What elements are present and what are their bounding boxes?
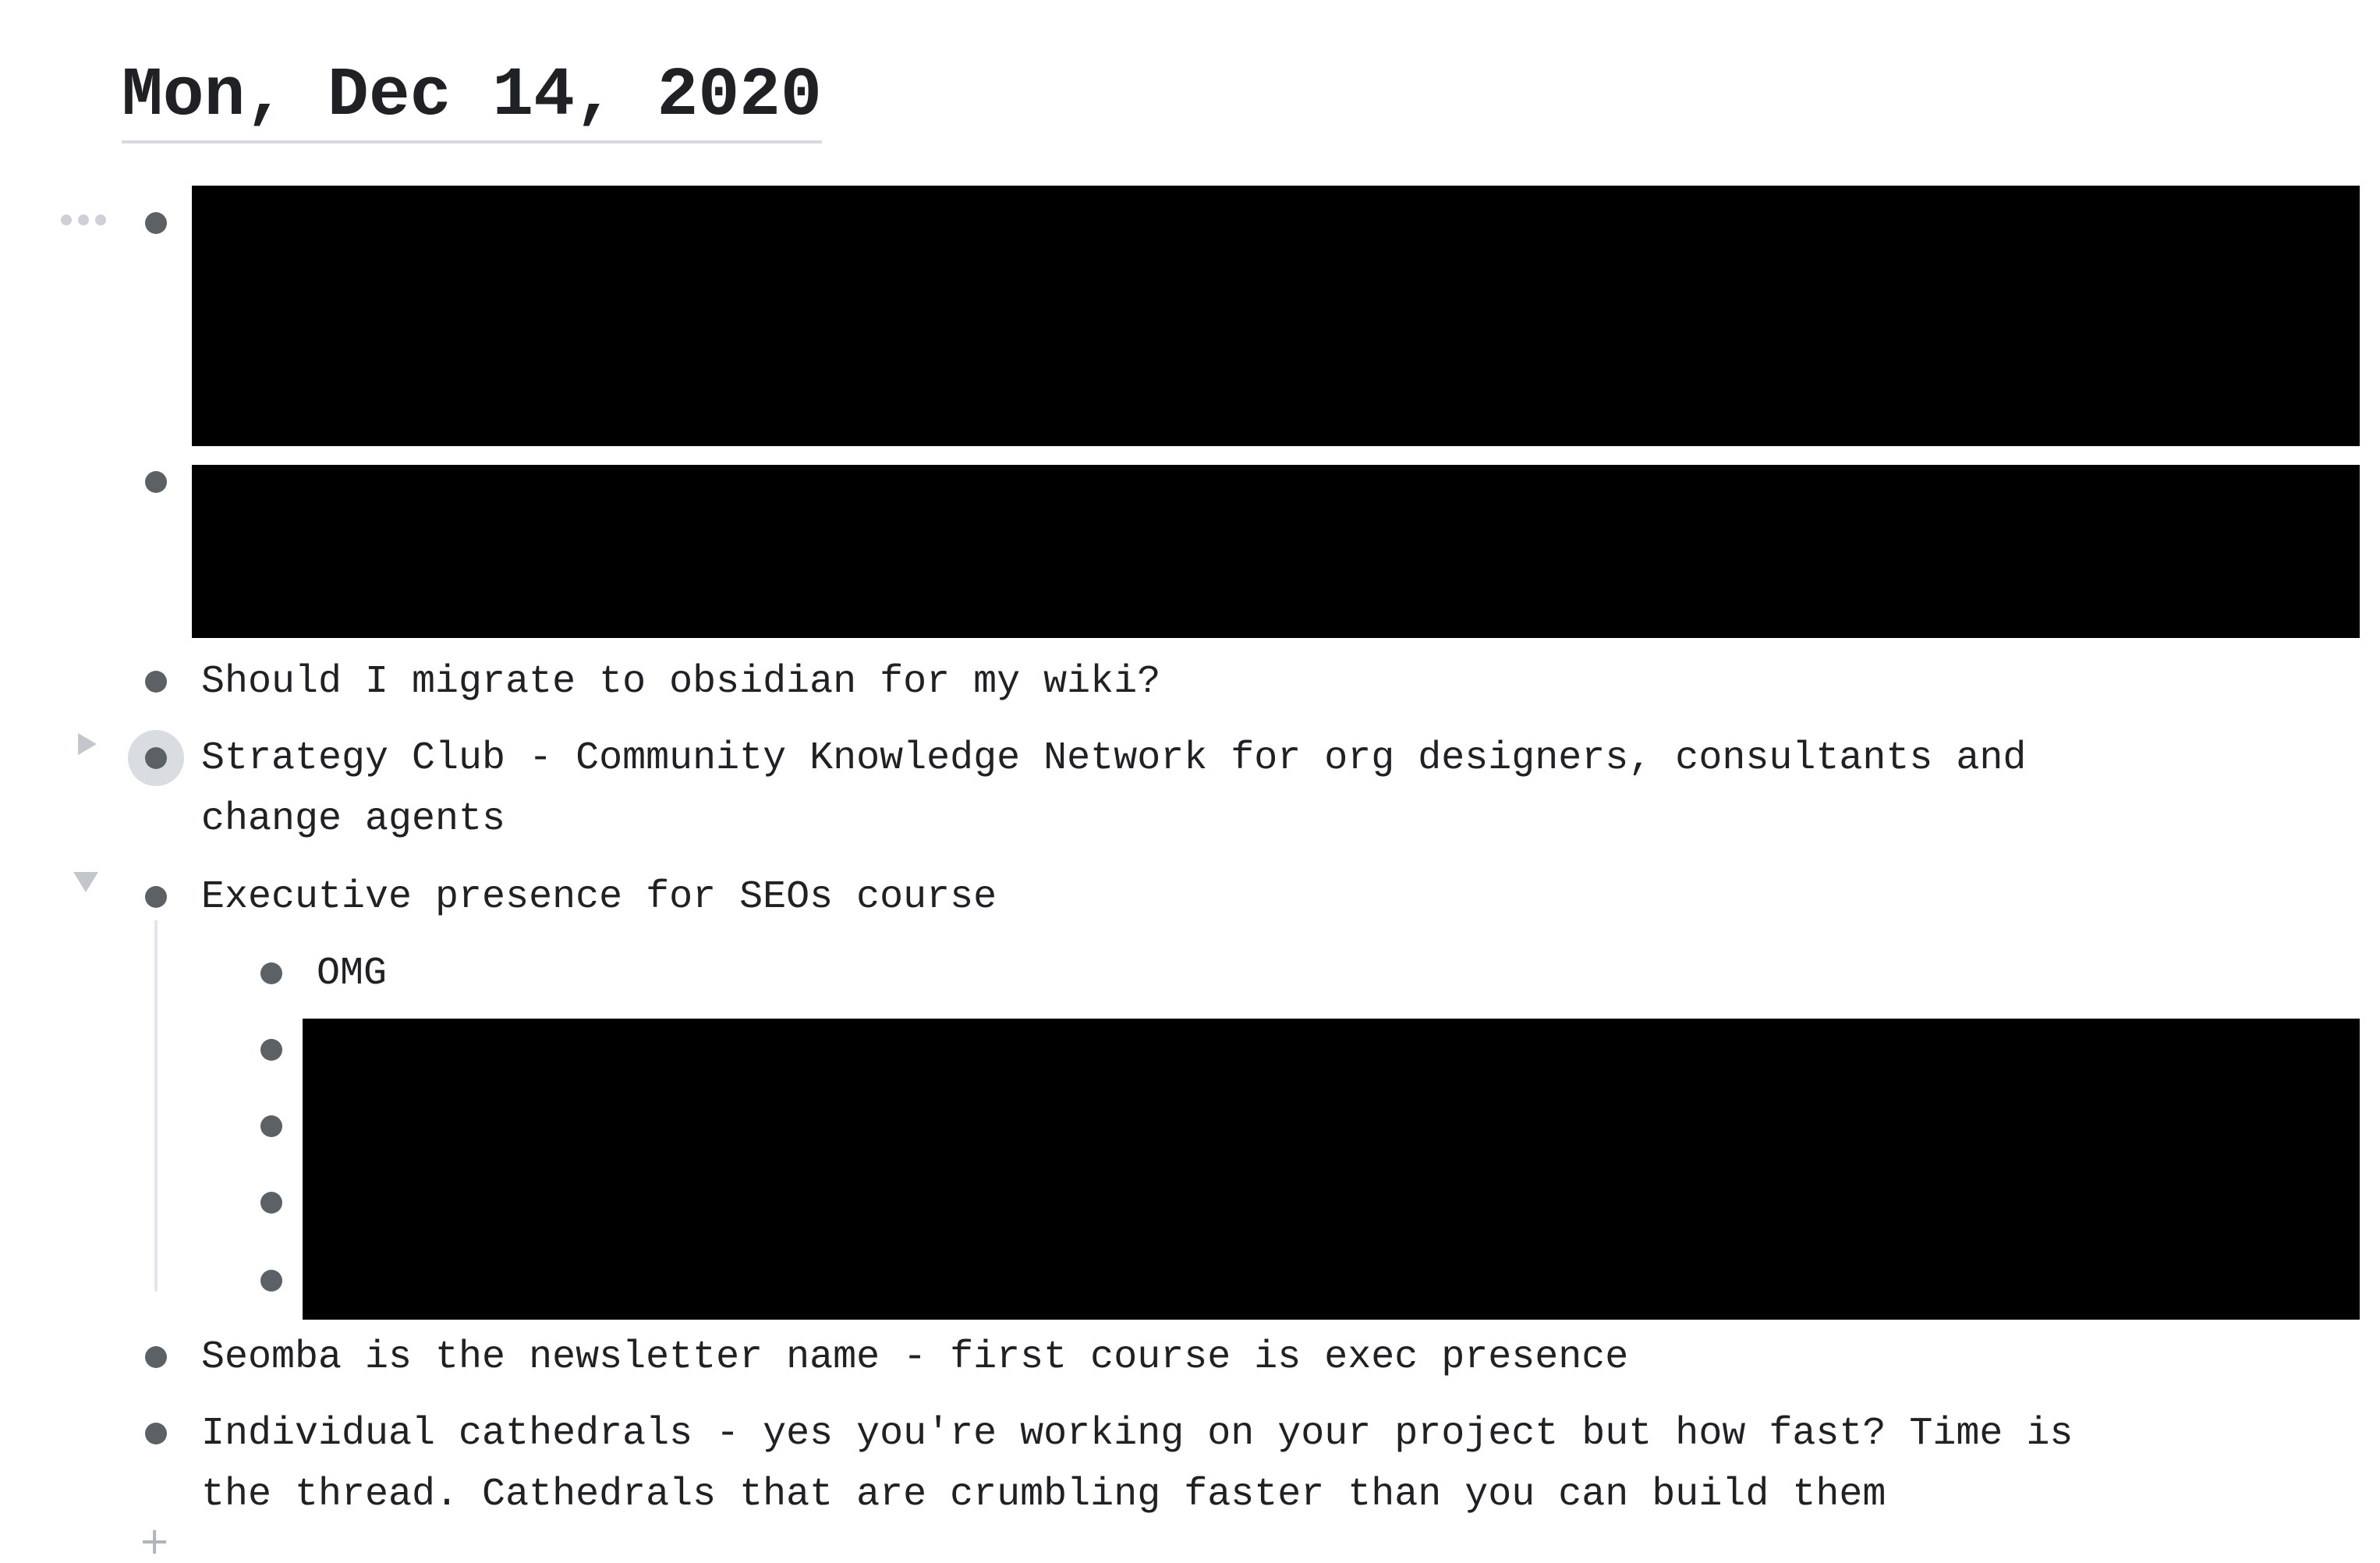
block-bullet[interactable]: [260, 1192, 282, 1214]
block-bullet[interactable]: [260, 1115, 282, 1137]
block-bullet[interactable]: [145, 212, 167, 234]
block-text[interactable]: OMG: [317, 952, 388, 996]
block-text[interactable]: Strategy Club - Community Knowledge Netw…: [201, 736, 2027, 842]
block-bullet[interactable]: [145, 671, 167, 693]
collapsed-caret-icon[interactable]: [78, 733, 97, 755]
block-bullet[interactable]: [260, 1039, 282, 1061]
dot: [61, 214, 72, 225]
block-text[interactable]: Executive presence for SEOs course: [201, 875, 997, 920]
dot: [95, 214, 106, 225]
block-options-icon[interactable]: [61, 211, 115, 229]
block-bullet[interactable]: [260, 1270, 282, 1292]
block-text[interactable]: Individual cathedrals - yes you're worki…: [201, 1412, 2074, 1517]
children-thread-line: [154, 920, 158, 1292]
block-text[interactable]: Should I migrate to obsidian for my wiki…: [201, 660, 1161, 704]
expanded-caret-icon[interactable]: [73, 872, 98, 892]
block-bullet[interactable]: [145, 471, 167, 493]
block-bullet[interactable]: [145, 1346, 167, 1368]
add-block-icon[interactable]: +: [139, 1519, 171, 1563]
block-bullet[interactable]: [145, 886, 167, 908]
page-title[interactable]: Mon, Dec 14, 2020: [122, 53, 822, 144]
redacted-block: [192, 186, 2360, 446]
block-text[interactable]: Seomba is the newsletter name - first co…: [201, 1335, 1629, 1380]
block-bullet[interactable]: [260, 962, 282, 984]
block-bullet[interactable]: [145, 1423, 167, 1444]
dot: [78, 214, 89, 225]
redacted-block: [192, 465, 2360, 638]
block-bullet[interactable]: [145, 747, 167, 769]
redacted-block: [303, 1019, 2360, 1320]
